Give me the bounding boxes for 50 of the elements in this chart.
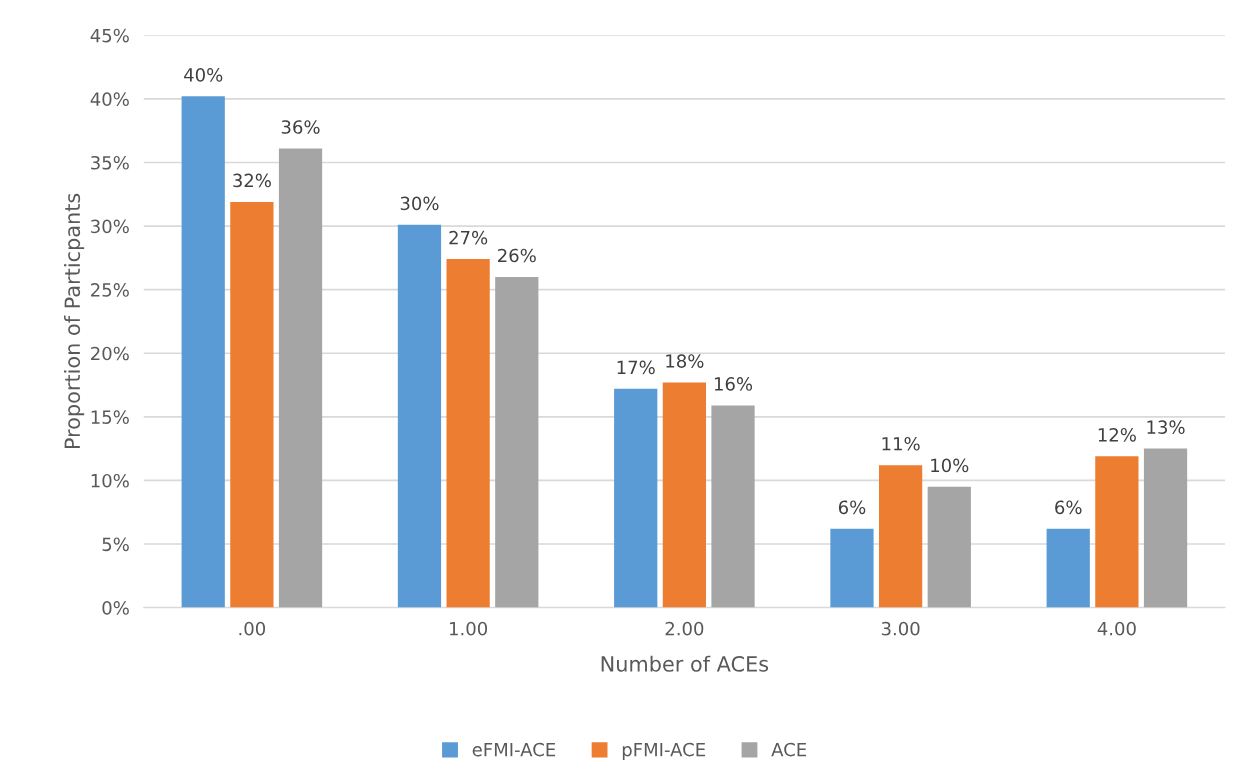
bar [446,259,490,608]
x-axis-title: Number of ACEs [601,655,769,672]
y-tick-label: 5% [102,537,129,552]
y-tick-label: 10% [91,473,129,488]
bar [927,486,971,608]
y-tick-label: 30% [91,219,129,234]
x-tick-label: 3.00 [881,621,920,636]
y-tick-label: 0% [102,601,129,615]
bar [397,224,442,608]
data-label: 6% [1055,500,1082,515]
bar [1143,448,1188,608]
y-tick-label: 40% [90,92,129,106]
bar [278,148,323,608]
data-label: 16% [714,377,753,391]
data-label: 6% [838,500,866,515]
x-tick-label: 4.00 [1097,621,1136,636]
y-tick-label: 15% [91,410,129,424]
data-label: 17% [617,360,655,375]
legend-label: ACE [771,742,807,757]
y-tick-label: 20% [91,346,129,361]
y-tick-label: 35% [91,155,129,170]
bar [181,96,225,608]
data-label: 11% [882,436,920,451]
x-tick-label: .00 [239,621,266,636]
y-axis-title: Proportion of Particpants [64,193,85,449]
bar [1095,456,1139,608]
x-tick-label: 1.00 [450,621,488,636]
x-tick-label: 2.00 [665,621,704,636]
data-label: 10% [931,458,969,473]
bar [1046,528,1090,608]
data-label: 18% [666,354,704,368]
data-label: 27% [449,230,488,245]
data-label: 26% [498,248,536,263]
bar [711,405,755,608]
data-label: 30% [400,196,439,211]
data-label: 40% [184,68,223,82]
bar [230,201,274,608]
y-tick-label: 45% [90,28,129,43]
legend-label: eFMI-ACE [472,742,556,757]
data-label: 32% [233,173,271,188]
data-label: 12% [1098,427,1136,442]
legend-label: pFMI-ACE [622,742,705,760]
bar [662,382,706,608]
bar [614,388,658,608]
bar [830,528,874,608]
bar [495,276,539,608]
bar [879,465,923,608]
data-label: 36% [281,120,320,134]
data-label: 13% [1147,420,1185,435]
y-tick-label: 25% [91,283,129,297]
